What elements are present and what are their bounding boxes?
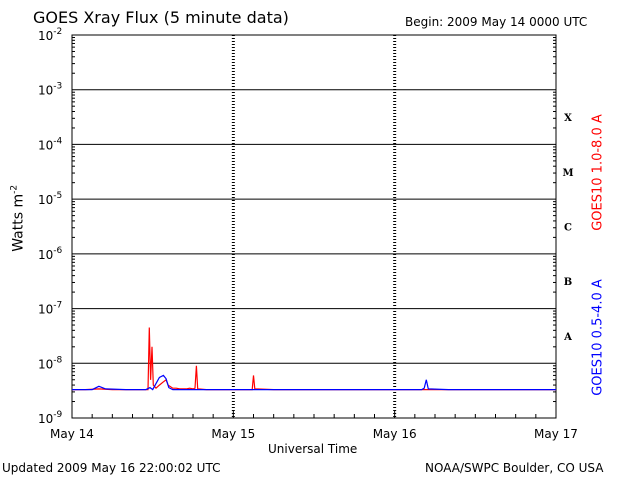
y-tick-label: 10-4	[38, 136, 63, 152]
y-tick-label: 10-7	[38, 301, 62, 317]
series-label-short: GOES10 0.5-4.0 A	[590, 279, 606, 396]
series-line-short	[72, 374, 556, 391]
y-axis-label: Watts m-2	[9, 184, 27, 252]
updated-timestamp: Updated 2009 May 16 22:00:02 UTC	[2, 461, 221, 475]
x-tick-label: May 16	[373, 427, 417, 441]
y-tick-label: 10-8	[38, 355, 63, 371]
series-line-long	[72, 327, 556, 391]
flare-class-label: X	[564, 113, 572, 124]
begin-time: Begin: 2009 May 14 0000 UTC	[405, 15, 588, 29]
x-tick-label: May 17	[534, 427, 578, 441]
flare-class-label: C	[564, 223, 572, 234]
flare-class-label: M	[562, 168, 573, 179]
y-tick-label: 10-2	[38, 27, 62, 43]
flare-class-label: B	[564, 277, 572, 288]
series-label-long: GOES10 1.0-8.0 A	[590, 114, 606, 231]
y-tick-label: 10-3	[38, 82, 62, 98]
chart-title: GOES Xray Flux (5 minute data)	[33, 8, 289, 27]
y-tick-label: 10-9	[38, 410, 63, 426]
y-tick-label: 10-6	[38, 246, 63, 262]
flare-class-label: A	[563, 332, 572, 343]
plot-frame	[71, 34, 557, 419]
credit-text: NOAA/SWPC Boulder, CO USA	[425, 461, 604, 475]
x-tick-label: May 14	[50, 427, 94, 441]
y-tick-label: 10-5	[38, 191, 62, 207]
x-axis-label: Universal Time	[268, 442, 358, 456]
x-tick-label: May 15	[211, 427, 255, 441]
